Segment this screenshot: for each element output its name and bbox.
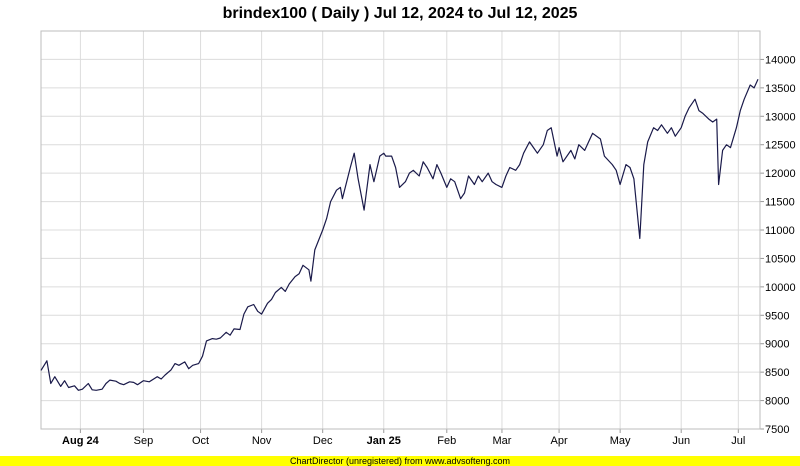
y-tick-label: 9000	[765, 339, 789, 351]
y-tick-label: 12000	[765, 168, 796, 180]
y-tick-label: 12500	[765, 140, 796, 152]
y-tick-label: 11500	[765, 197, 795, 209]
y-tick-label: 8500	[765, 367, 789, 379]
y-tick-label: 14000	[765, 54, 796, 66]
x-tick-label: Aug 24	[62, 435, 100, 447]
x-tick-label: Oct	[192, 435, 209, 447]
y-tick-label: 10500	[765, 253, 796, 265]
x-tick-label: Sep	[134, 435, 154, 447]
y-tick-label: 10000	[765, 282, 796, 294]
x-tick-label: Mar	[492, 435, 511, 447]
y-tick-label: 13000	[765, 111, 796, 123]
x-tick-label: May	[610, 435, 631, 447]
x-tick-label: Apr	[551, 435, 568, 447]
series-layer	[40, 79, 759, 391]
y-tick-label: 8000	[765, 396, 789, 408]
x-tick-label: Feb	[437, 435, 456, 447]
footer-bar	[0, 456, 800, 466]
chart-title: brindex100 ( Daily ) Jul 12, 2024 to Jul…	[223, 5, 578, 22]
y-axis: 7500 8000 8500 9000 9500 10000 10500 11000 11500…	[760, 54, 796, 436]
y-tick-label: 13500	[765, 83, 796, 95]
x-tick-label: Dec	[313, 435, 333, 447]
plot-border	[40, 30, 761, 430]
x-tick-label: Jun	[672, 435, 690, 447]
footer-credit: ChartDirector (unregistered) from www.ad…	[289, 456, 511, 466]
x-tick-label: Jul	[731, 435, 745, 447]
x-tick-label: Jan 25	[367, 435, 401, 447]
x-axis: Aug 24 Sep Oct Nov Dec Jan 25 Feb Mar Apr May Jun J…	[62, 429, 745, 447]
x-tick-label: Nov	[252, 435, 272, 447]
y-tick-label: 9500	[765, 310, 789, 322]
y-tick-label: 11000	[765, 225, 795, 237]
series-line	[40, 79, 759, 391]
y-tick-label: 7500	[765, 424, 789, 436]
